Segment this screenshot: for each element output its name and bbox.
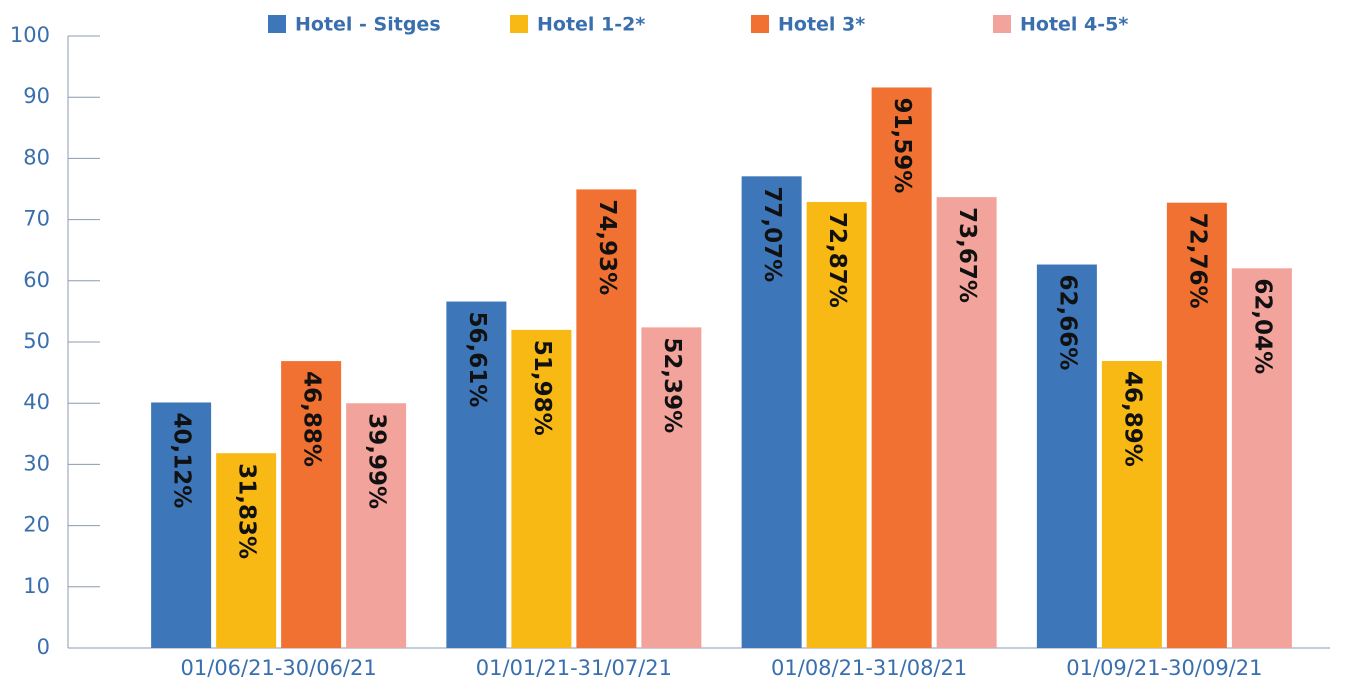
bar xyxy=(1036,264,1097,648)
legend-swatch xyxy=(510,15,528,33)
y-tick-label: 0 xyxy=(37,635,50,659)
value-label: 51,98% xyxy=(529,340,555,436)
legend-label: Hotel 1-2* xyxy=(537,14,645,36)
bar xyxy=(871,87,932,649)
value-label: 46,88% xyxy=(299,371,325,467)
value-label: 31,83% xyxy=(234,463,260,559)
bar xyxy=(1166,202,1227,648)
legend-label: Hotel 4-5* xyxy=(1020,14,1128,36)
value-label: 62,04% xyxy=(1249,278,1275,374)
legend-swatch xyxy=(993,15,1011,33)
legend-label: Hotel 3* xyxy=(778,14,865,36)
bar xyxy=(1101,361,1162,648)
value-label: 46,89% xyxy=(1119,371,1145,467)
x-tick-label: 01/08/21-31/08/21 xyxy=(771,656,967,680)
value-label: 77,07% xyxy=(759,186,785,282)
x-tick-label: 01/01/21-31/07/21 xyxy=(476,656,672,680)
value-label: 74,93% xyxy=(594,199,620,295)
y-tick-label: 80 xyxy=(23,145,50,169)
bar xyxy=(151,402,212,648)
y-tick-label: 50 xyxy=(23,329,50,353)
y-tick-label: 90 xyxy=(23,84,50,108)
bar xyxy=(281,361,342,648)
value-label: 91,59% xyxy=(889,97,915,193)
bar xyxy=(511,329,572,648)
value-label: 72,76% xyxy=(1184,213,1210,309)
value-label: 56,61% xyxy=(464,312,490,408)
y-tick-label: 40 xyxy=(23,390,50,414)
y-tick-label: 100 xyxy=(10,23,50,47)
value-label: 40,12% xyxy=(169,412,195,508)
x-tick-label: 01/06/21-30/06/21 xyxy=(181,656,377,680)
legend-swatch xyxy=(751,15,769,33)
y-tick-label: 30 xyxy=(23,451,50,475)
bar xyxy=(216,453,277,648)
legend-swatch xyxy=(268,15,286,33)
bar xyxy=(741,176,802,648)
value-label: 39,99% xyxy=(364,413,390,509)
bar xyxy=(936,197,997,649)
y-tick-label: 60 xyxy=(23,268,50,292)
value-label: 62,66% xyxy=(1054,275,1080,371)
y-tick-label: 70 xyxy=(23,207,50,231)
value-label: 72,87% xyxy=(824,212,850,308)
bar xyxy=(446,301,507,648)
bar xyxy=(641,327,702,648)
x-tick-label: 01/09/21-30/09/21 xyxy=(1066,656,1262,680)
y-tick-label: 20 xyxy=(23,513,50,537)
y-tick-label: 10 xyxy=(23,574,50,598)
bar xyxy=(1231,268,1292,648)
legend-label: Hotel - Sitges xyxy=(295,14,441,36)
value-label: 52,39% xyxy=(659,337,685,433)
bar xyxy=(806,202,867,649)
bar xyxy=(576,189,637,648)
value-label: 73,67% xyxy=(954,207,980,303)
bar xyxy=(346,403,407,648)
